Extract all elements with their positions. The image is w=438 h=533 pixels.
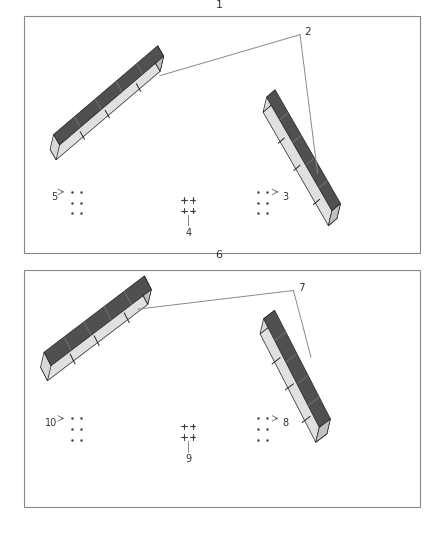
Polygon shape [328,204,340,225]
Polygon shape [260,325,327,442]
Text: 3: 3 [283,192,289,202]
Polygon shape [328,204,340,225]
Text: 2: 2 [304,27,311,37]
Text: 4: 4 [185,228,191,238]
Polygon shape [44,276,151,366]
Polygon shape [41,352,51,381]
Polygon shape [260,310,275,334]
Text: 1: 1 [215,0,223,10]
Polygon shape [264,310,330,427]
Polygon shape [154,46,164,71]
Polygon shape [50,61,160,160]
Polygon shape [154,46,164,71]
Polygon shape [263,105,337,225]
Polygon shape [50,134,60,160]
Text: 7: 7 [298,283,304,293]
Polygon shape [41,291,148,381]
Polygon shape [263,90,275,112]
Polygon shape [53,46,164,145]
Polygon shape [141,276,151,304]
Text: 9: 9 [185,454,191,464]
Polygon shape [316,419,330,442]
Polygon shape [141,276,151,304]
Text: 8: 8 [283,418,289,429]
Text: 10: 10 [45,418,57,429]
Polygon shape [316,419,330,442]
Text: 5: 5 [51,192,57,202]
Bar [24,16,420,253]
Polygon shape [267,90,340,211]
Text: 6: 6 [215,249,223,260]
Bar [24,270,420,507]
